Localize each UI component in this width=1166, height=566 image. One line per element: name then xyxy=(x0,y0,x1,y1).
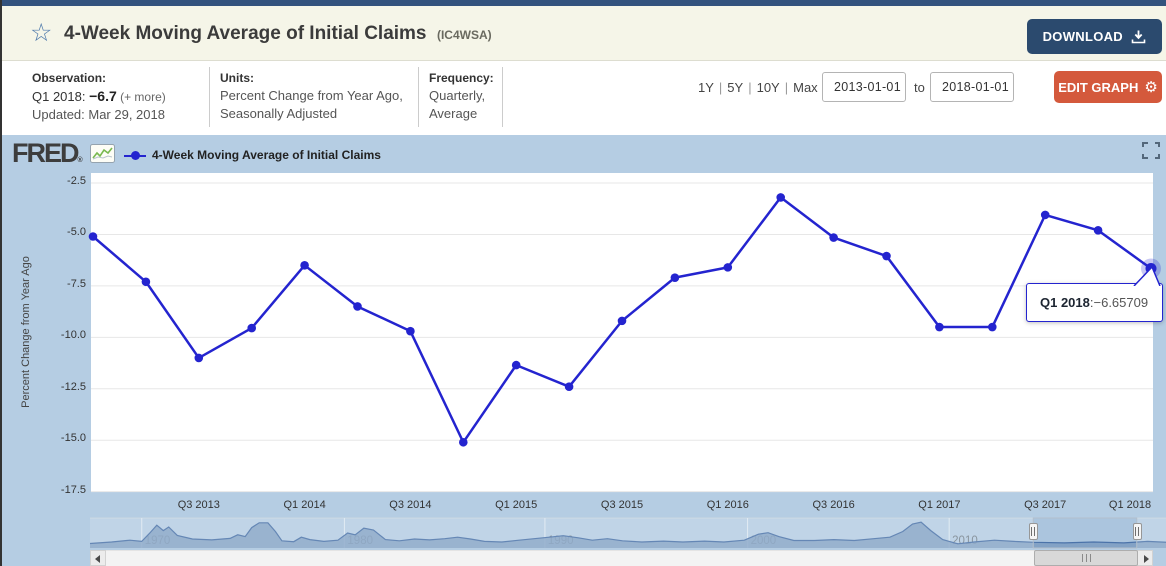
navigator-handle-left[interactable] xyxy=(1028,523,1038,540)
frequency-line1: Quarterly, xyxy=(429,88,486,103)
scrollbar-track[interactable] xyxy=(90,550,1153,566)
fred-logo: FRED® xyxy=(12,138,83,168)
end-date-input[interactable] xyxy=(930,72,1014,102)
preset-separator: | xyxy=(718,80,723,95)
preset-5y[interactable]: 5Y xyxy=(727,80,744,95)
divider xyxy=(418,67,419,127)
registered-mark: ® xyxy=(77,157,83,164)
legend-label: 4-Week Moving Average of Initial Claims xyxy=(152,148,381,162)
frequency-column: Frequency: Quarterly, Average xyxy=(429,69,494,123)
meta-bar: Observation: Q1 2018: −6.7 (+ more) Upda… xyxy=(2,61,1166,135)
observation-more-link[interactable]: (+ more) xyxy=(116,90,166,104)
edit-graph-label: EDIT GRAPH xyxy=(1058,79,1139,95)
start-date-input[interactable] xyxy=(822,72,906,102)
page-title: 4-Week Moving Average of Initial Claims xyxy=(64,23,427,44)
download-button[interactable]: DOWNLOAD xyxy=(1026,19,1162,54)
scrollbar-left-arrow[interactable] xyxy=(90,550,106,566)
fullscreen-expand-icon[interactable] xyxy=(1142,142,1160,159)
tooltip: Q1 2018: −6.65709 xyxy=(1026,283,1163,322)
divider xyxy=(502,67,503,127)
title-wrap: 4-Week Moving Average of Initial Claims … xyxy=(64,23,492,45)
preset-separator: | xyxy=(748,80,752,95)
observation-period: Q1 2018: xyxy=(32,89,90,104)
range-presets: 1Y | 5Y | 10Y | Max xyxy=(698,80,818,95)
legend[interactable]: 4-Week Moving Average of Initial Claims xyxy=(124,148,381,162)
navigator-handle-right[interactable] xyxy=(1132,523,1142,540)
edit-graph-button[interactable]: EDIT GRAPH ⚙ xyxy=(1054,71,1162,103)
download-icon xyxy=(1131,30,1146,43)
tooltip-value: −6.65709 xyxy=(1093,295,1149,310)
tooltip-notch xyxy=(1133,265,1161,286)
observation-updated: Updated: Mar 29, 2018 xyxy=(32,107,165,122)
frequency-label: Frequency: xyxy=(429,71,494,85)
observation-column: Observation: Q1 2018: −6.7 (+ more) Upda… xyxy=(32,69,166,124)
observation-value-line: Q1 2018: −6.7 (+ more) xyxy=(32,87,166,106)
observation-label: Observation: xyxy=(32,71,107,85)
preset-10y[interactable]: 10Y xyxy=(756,80,780,95)
units-column: Units: Percent Change from Year Ago, Sea… xyxy=(220,69,403,123)
preset-1y[interactable]: 1Y xyxy=(698,80,714,95)
top-navy-strip xyxy=(2,0,1166,6)
observation-value: −6.7 xyxy=(89,88,117,104)
to-label: to xyxy=(914,80,925,95)
frequency-line2: Average xyxy=(429,106,478,121)
gear-icon: ⚙ xyxy=(1144,79,1158,96)
divider xyxy=(209,67,210,127)
preset-separator: | xyxy=(784,80,789,95)
legend-series-symbol xyxy=(124,150,146,160)
units-line2: Seasonally Adjusted xyxy=(220,106,338,121)
plot-area xyxy=(91,173,1153,492)
scrollbar-right-arrow[interactable] xyxy=(1137,550,1153,566)
fred-sparkline-icon xyxy=(90,144,115,163)
download-button-label: DOWNLOAD xyxy=(1042,29,1123,44)
favorite-star-icon[interactable]: ☆ xyxy=(30,19,53,47)
tooltip-period: Q1 2018 xyxy=(1040,295,1090,310)
header-bar: ☆ 4-Week Moving Average of Initial Claim… xyxy=(2,6,1166,61)
units-label: Units: xyxy=(220,71,254,85)
units-line1: Percent Change from Year Ago, xyxy=(220,88,403,103)
series-id: (IC4WSA) xyxy=(436,28,492,42)
preset-max[interactable]: Max xyxy=(793,80,818,95)
scrollbar-thumb[interactable] xyxy=(1034,550,1138,566)
